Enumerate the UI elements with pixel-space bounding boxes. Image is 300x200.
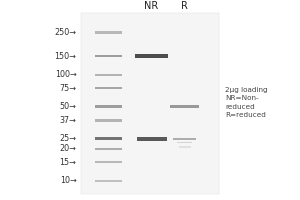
FancyBboxPatch shape [177,142,192,143]
FancyBboxPatch shape [94,137,122,140]
Text: 2μg loading
NR=Non-
reduced
R=reduced: 2μg loading NR=Non- reduced R=reduced [225,87,268,118]
FancyBboxPatch shape [94,74,122,76]
FancyBboxPatch shape [136,137,166,141]
Text: 250→: 250→ [55,28,76,37]
FancyBboxPatch shape [178,146,190,148]
FancyBboxPatch shape [170,105,199,108]
FancyBboxPatch shape [94,148,122,150]
Text: 150→: 150→ [55,52,76,61]
Text: 10→: 10→ [60,176,76,185]
FancyBboxPatch shape [94,105,122,108]
FancyBboxPatch shape [94,161,122,163]
FancyBboxPatch shape [94,55,122,57]
FancyBboxPatch shape [135,54,168,58]
Text: 20→: 20→ [60,144,76,153]
Text: 75→: 75→ [59,84,76,93]
Text: R: R [181,1,188,11]
Text: 100→: 100→ [55,70,76,79]
FancyBboxPatch shape [94,31,122,34]
Text: 50→: 50→ [60,102,76,111]
FancyBboxPatch shape [94,119,122,122]
Text: 15→: 15→ [60,158,76,167]
Text: 25→: 25→ [59,134,76,143]
FancyBboxPatch shape [81,13,219,194]
Text: NR: NR [144,1,159,11]
FancyBboxPatch shape [172,138,197,140]
FancyBboxPatch shape [94,180,122,182]
Text: 37→: 37→ [60,116,76,125]
FancyBboxPatch shape [94,87,122,89]
